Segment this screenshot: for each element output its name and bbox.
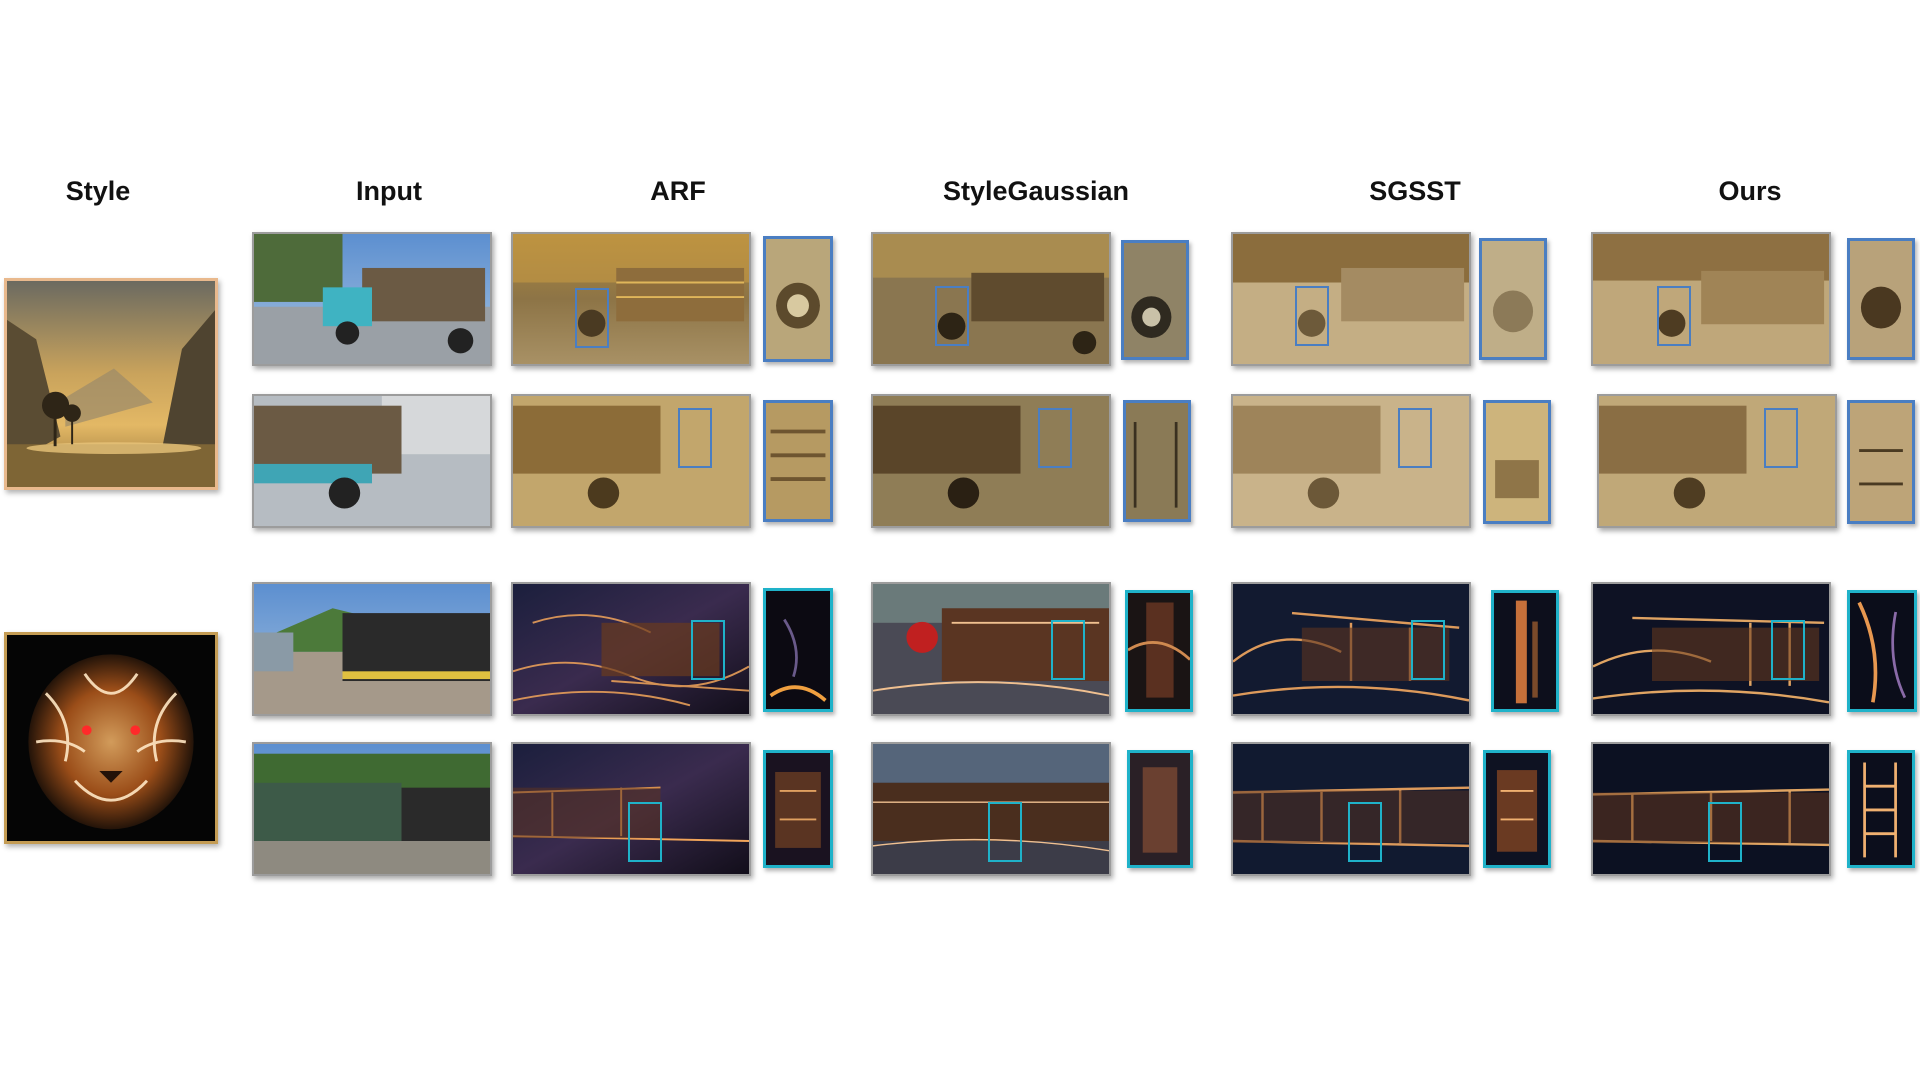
- sgsst-truck-view-1: [1231, 232, 1471, 366]
- input-train-view-2: [252, 742, 492, 876]
- stylegaussian-train-view-2: [871, 742, 1111, 876]
- ours-train-view-1: [1591, 582, 1831, 716]
- arf-truck-view-2: [511, 394, 751, 528]
- stylegaussian-truck-view-2: [871, 394, 1111, 528]
- arf-truck-crop-1: [763, 236, 833, 362]
- stylegaussian-truck-view-1: [871, 232, 1111, 366]
- stylegaussian-truck-crop-2: [1123, 400, 1191, 522]
- stylegaussian-train-crop-2: [1127, 750, 1193, 868]
- sgsst-truck-crop-1: [1479, 238, 1547, 360]
- sgsst-truck-view-2: [1231, 394, 1471, 528]
- input-train-view-1: [252, 582, 492, 716]
- header-style: Style: [65, 176, 131, 206]
- arf-train-crop-2: [763, 750, 833, 868]
- sgsst-train-view-2: [1231, 742, 1471, 876]
- ours-train-crop-1: [1847, 590, 1917, 712]
- header-ours: Ours: [1718, 176, 1782, 206]
- input-truck-view-1: [252, 232, 492, 366]
- header-arf: ARF: [650, 176, 706, 206]
- arf-train-view-2: [511, 742, 751, 876]
- ours-truck-crop-1: [1847, 238, 1915, 360]
- arf-truck-view-1: [511, 232, 751, 366]
- stylegaussian-train-crop-1: [1125, 590, 1193, 712]
- arf-train-view-1: [511, 582, 751, 716]
- ours-train-view-2: [1591, 742, 1831, 876]
- arf-train-crop-1: [763, 588, 833, 712]
- style-image-tiger: [4, 632, 218, 844]
- header-input: Input: [356, 176, 422, 206]
- sgsst-truck-crop-2: [1483, 400, 1551, 524]
- header-sgsst: SGSST: [1369, 176, 1461, 206]
- arf-truck-crop-2: [763, 400, 833, 522]
- stylegaussian-truck-crop-1: [1121, 240, 1189, 360]
- ours-truck-crop-2: [1847, 400, 1915, 524]
- stylegaussian-train-view-1: [871, 582, 1111, 716]
- header-stylegaussian: StyleGaussian: [942, 176, 1130, 206]
- input-truck-view-2: [252, 394, 492, 528]
- ours-truck-view-2: [1597, 394, 1837, 528]
- sgsst-train-crop-2: [1483, 750, 1551, 868]
- ours-train-crop-2: [1847, 750, 1915, 868]
- sgsst-train-crop-1: [1491, 590, 1559, 712]
- ours-truck-view-1: [1591, 232, 1831, 366]
- style-image-landscape: [4, 278, 218, 490]
- sgsst-train-view-1: [1231, 582, 1471, 716]
